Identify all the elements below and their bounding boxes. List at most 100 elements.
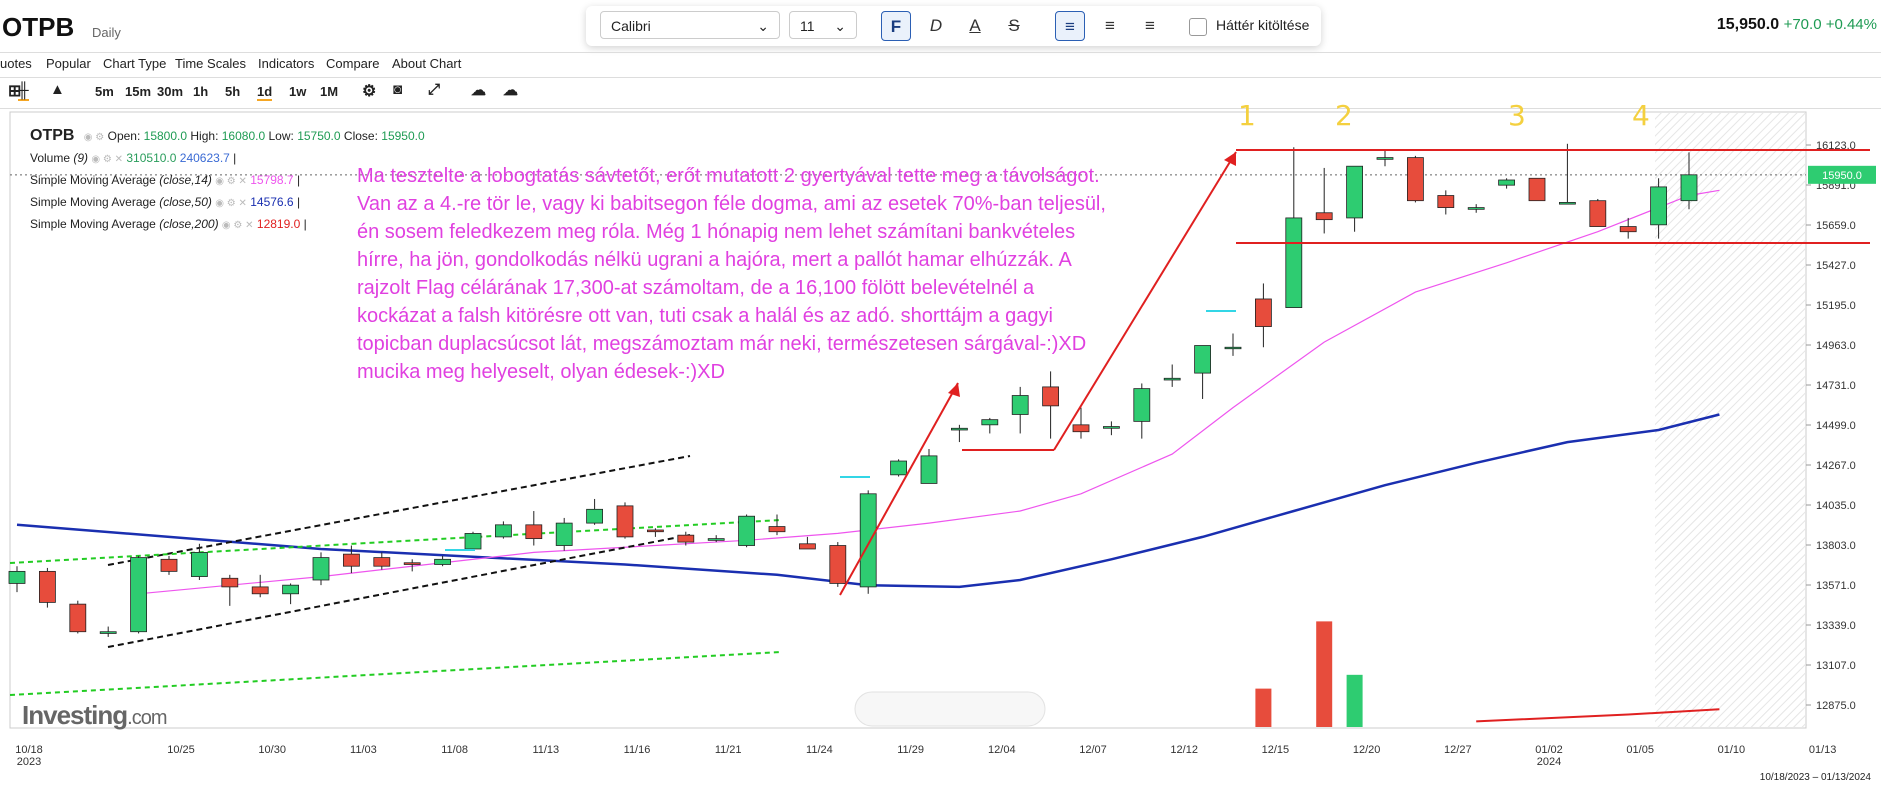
italic-button[interactable]: D bbox=[929, 16, 943, 35]
menu-item-compare[interactable]: Compare bbox=[326, 56, 380, 71]
menu-item-popular[interactable]: Popular bbox=[46, 56, 91, 71]
y-tick-label: 12875.0 bbox=[1816, 700, 1856, 712]
menu-item-chart-type[interactable]: Chart Type bbox=[103, 56, 167, 71]
x-tick-year: 2024 bbox=[1537, 756, 1561, 768]
background-fill-label: Háttér kitöltése bbox=[1216, 17, 1310, 33]
x-tick-label: 11/08 bbox=[441, 744, 468, 756]
tf-15m[interactable]: 15m bbox=[125, 84, 152, 99]
y-tick-label: 14731.0 bbox=[1816, 380, 1856, 392]
chart-legend: OTPB ◉ ⚙ Open: 15800.0 High: 16080.0 Low… bbox=[30, 125, 425, 236]
x-tick-label: 11/29 bbox=[897, 744, 924, 756]
candle-body bbox=[130, 557, 148, 633]
candle-body bbox=[1255, 298, 1272, 327]
candle-body bbox=[1407, 157, 1424, 202]
tf-1w[interactable]: 1w bbox=[289, 84, 307, 99]
lower-channel-line bbox=[107, 534, 691, 648]
tf-1h[interactable]: 1h bbox=[193, 84, 209, 99]
candle-body bbox=[829, 545, 847, 584]
eye-icon[interactable]: ◉ ⚙ ✕ bbox=[91, 154, 124, 165]
tf-30m[interactable]: 30m bbox=[157, 84, 184, 99]
chevron-down-icon: ⌄ bbox=[834, 18, 846, 34]
camera-icon[interactable]: ◙ bbox=[393, 81, 403, 98]
toolbar-icon-chart-type[interactable]: ⊞ bbox=[8, 83, 22, 100]
candle-body bbox=[525, 524, 543, 540]
last-price-value: 15,950.0 bbox=[1716, 16, 1780, 33]
bold-button[interactable]: F bbox=[881, 11, 911, 41]
align-left-button[interactable]: ≡ bbox=[1055, 11, 1085, 41]
upload-cloud-icon[interactable]: ☁ bbox=[503, 82, 518, 99]
eye-icon[interactable]: ◉ ⚙ ✕ bbox=[215, 176, 247, 187]
strikethrough-button[interactable]: S bbox=[1008, 16, 1020, 35]
y-tick-label: 13571.0 bbox=[1816, 580, 1856, 592]
menu-item-time-scales[interactable]: Time Scales bbox=[175, 56, 247, 71]
tf-1M[interactable]: 1M bbox=[320, 84, 339, 99]
download-cloud-icon[interactable]: ☁ bbox=[471, 82, 486, 99]
candles-icon[interactable]: ╫ bbox=[18, 82, 29, 101]
legend-volume-row: Volume (9) ◉ ⚙ ✕ 310510.0 240623.7 | bbox=[30, 151, 237, 165]
timeframe-label: Daily bbox=[92, 25, 121, 40]
candle-body bbox=[768, 526, 786, 533]
y-tick-label: 15427.0 bbox=[1816, 260, 1856, 272]
tf-5m[interactable]: 5m bbox=[95, 84, 114, 99]
volume-bar bbox=[1255, 688, 1272, 727]
y-tick-label: 14035.0 bbox=[1816, 500, 1856, 512]
top-mark-label: 3 bbox=[1508, 99, 1526, 132]
symbol-title: OTPB bbox=[2, 12, 75, 42]
candle-body bbox=[190, 552, 208, 577]
price-badge bbox=[1808, 165, 1876, 184]
eye-icon[interactable]: ◉ ⚙ ✕ bbox=[221, 220, 254, 231]
menu-item-quotes[interactable]: uotes bbox=[0, 56, 32, 71]
legend-high: 16080.0 bbox=[221, 129, 266, 143]
menu-item-about-chart[interactable]: About Chart bbox=[392, 56, 462, 71]
y-tick-label: 14963.0 bbox=[1816, 340, 1856, 352]
background-fill-checkbox[interactable] bbox=[1189, 18, 1207, 36]
annotation-note[interactable]: Ma tesztelte a lobogtatás sávtetőt, erőt… bbox=[357, 165, 1106, 383]
text-format-toolbar: Calibri ⌄ 11 ⌄ F D A S ≡ ≡ ≡ Háttér kitö… bbox=[586, 6, 1321, 46]
mountain-icon[interactable]: ▲ bbox=[50, 81, 65, 98]
legend-high-label: High: bbox=[190, 129, 219, 143]
top-bar: OTPB Daily 15,950.0 +70.0 +0.44% Calibri… bbox=[0, 0, 1881, 52]
candle-body bbox=[647, 529, 664, 533]
y-tick-label: 15195.0 bbox=[1816, 300, 1856, 312]
legend-close: 15950.0 bbox=[381, 129, 425, 143]
tf-5h[interactable]: 5h bbox=[225, 84, 241, 99]
candle-body bbox=[221, 577, 239, 588]
candle-body bbox=[981, 419, 999, 426]
x-tick-label: 12/12 bbox=[1170, 744, 1198, 756]
legend-ohlc-row: OTPB ◉ ⚙ Open: 15800.0 High: 16080.0 Low… bbox=[30, 125, 425, 148]
legend-symbol: OTPB bbox=[30, 127, 75, 144]
candle-body bbox=[373, 557, 391, 567]
y-tick-label: 14267.0 bbox=[1816, 460, 1856, 472]
text-color-button[interactable]: A bbox=[969, 16, 981, 35]
font-select[interactable]: Calibri ⌄ bbox=[600, 11, 780, 39]
price-badge-label: 15950.0 bbox=[1822, 170, 1862, 182]
legend-sma14-value: 15798.7 bbox=[250, 173, 294, 187]
eye-icon[interactable]: ◉ ⚙ ✕ bbox=[215, 198, 247, 209]
align-right-button[interactable]: ≡ bbox=[1145, 16, 1155, 35]
legend-sma14-row: Simple Moving Average (close,14) ◉ ⚙ ✕ 1… bbox=[30, 173, 301, 187]
candle-body bbox=[251, 586, 269, 595]
y-tick-label: 13107.0 bbox=[1816, 660, 1856, 672]
chevron-down-icon: ⌄ bbox=[757, 18, 769, 34]
candle-body bbox=[1103, 426, 1120, 429]
fullscreen-icon[interactable]: ⤢ bbox=[428, 81, 441, 98]
price-change: +70.0 +0.44% bbox=[1783, 16, 1877, 33]
font-size-select[interactable]: 11 ⌄ bbox=[789, 11, 857, 39]
x-tick-label: 01/02 bbox=[1535, 744, 1563, 756]
candle-body bbox=[403, 562, 421, 565]
tf-1d[interactable]: 1d bbox=[257, 84, 273, 101]
gear-icon[interactable]: ⚙ bbox=[362, 83, 377, 100]
candle-body bbox=[1011, 395, 1029, 415]
logo-main: Investing bbox=[22, 700, 128, 730]
x-tick-label: 01/13 bbox=[1809, 744, 1837, 756]
candle-body bbox=[1619, 226, 1637, 233]
volume-bar bbox=[1346, 674, 1363, 727]
eye-icon[interactable]: ◉ ⚙ bbox=[83, 132, 105, 143]
upper-channel-line bbox=[107, 455, 691, 566]
y-tick-label: 15659.0 bbox=[1816, 220, 1856, 232]
x-tick-label: 11/13 bbox=[532, 744, 559, 756]
align-center-button[interactable]: ≡ bbox=[1105, 16, 1115, 35]
arrow-head-1 bbox=[948, 383, 960, 397]
x-tick-label: 12/15 bbox=[1262, 744, 1290, 756]
menu-item-indicators[interactable]: Indicators bbox=[258, 56, 315, 71]
